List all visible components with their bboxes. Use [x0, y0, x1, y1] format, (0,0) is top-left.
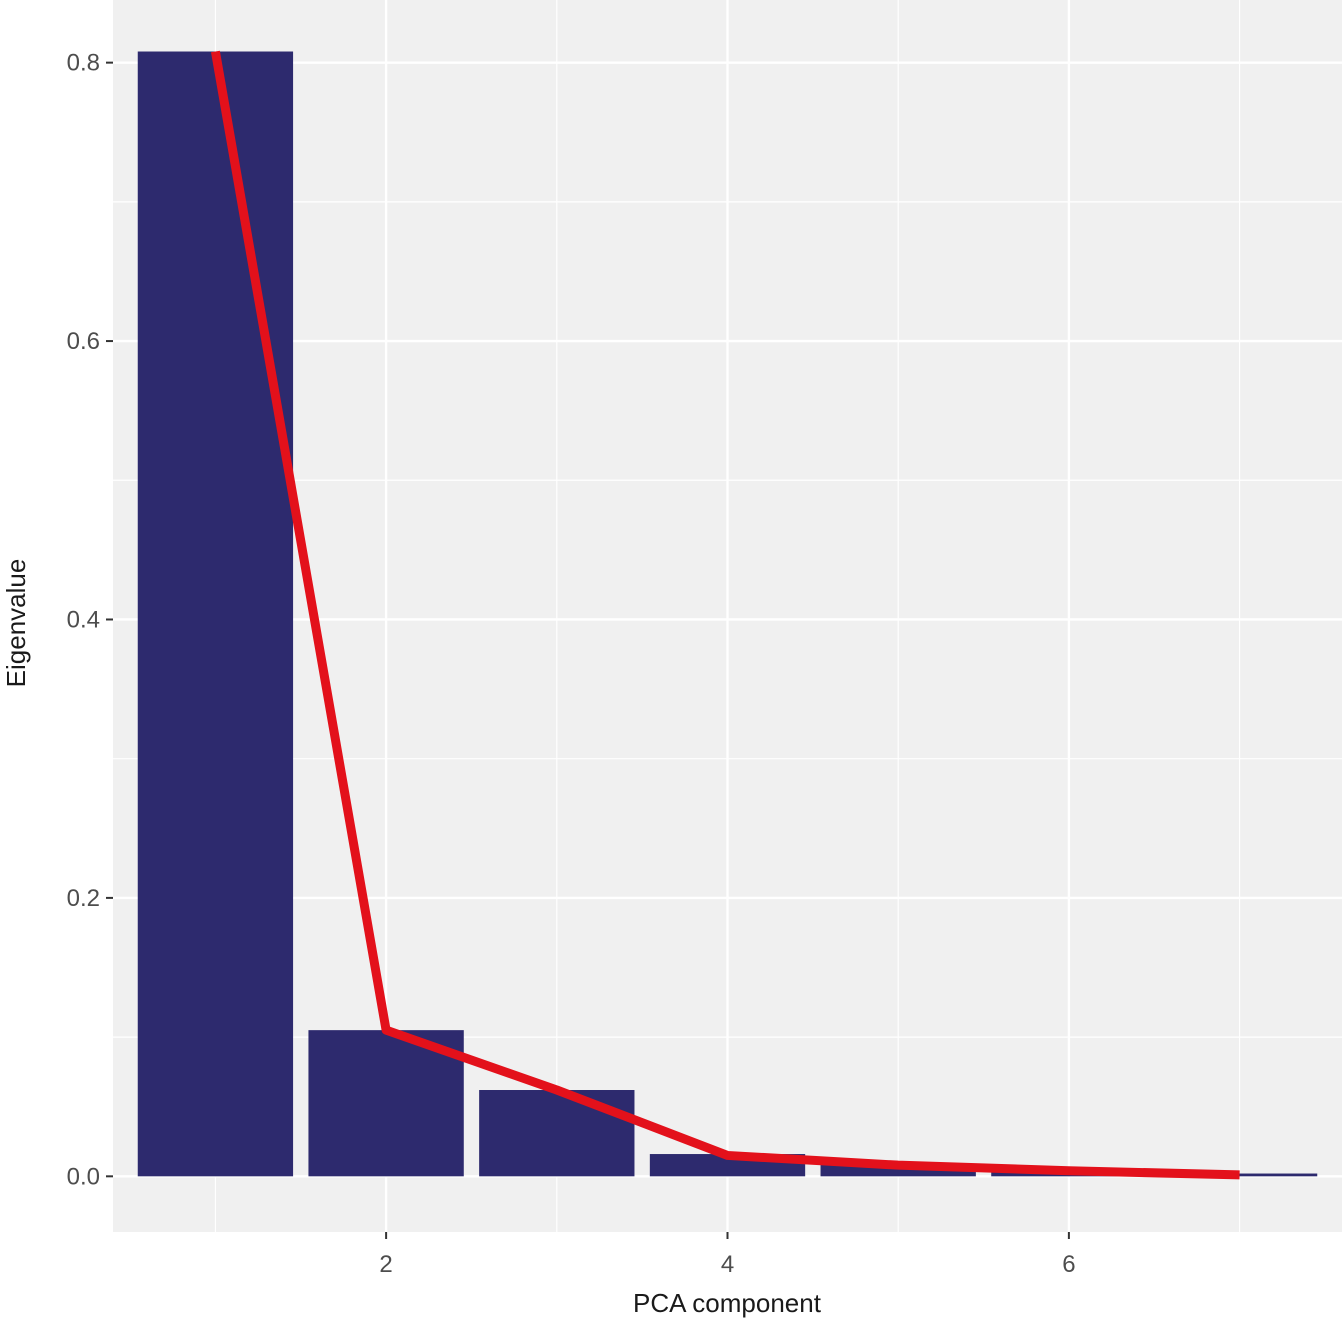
bar-component-1: [137, 51, 294, 1177]
x-axis: 2 4 6: [379, 1232, 1076, 1278]
x-axis-title: PCA component: [633, 1288, 822, 1318]
x-tick-label: 6: [1062, 1251, 1075, 1278]
bar-component-2: [308, 1030, 464, 1177]
bar-component-3: [479, 1090, 635, 1177]
y-tick-label: 0.4: [67, 606, 100, 633]
y-tick-label: 0.8: [67, 50, 100, 77]
y-tick-label: 0.0: [67, 1163, 100, 1190]
x-tick-label: 2: [379, 1251, 392, 1278]
bars: [137, 51, 1318, 1177]
y-axis-title: Eigenvalue: [1, 559, 31, 688]
scree-line: [210, 50, 1240, 1180]
x-tick-label: 4: [721, 1251, 734, 1278]
y-axis: 0.0 0.2 0.4 0.6 0.8: [67, 50, 113, 1190]
y-tick-label: 0.6: [67, 328, 100, 355]
major-gridlines: [113, 0, 1342, 1232]
y-tick-label: 0.2: [67, 885, 100, 912]
